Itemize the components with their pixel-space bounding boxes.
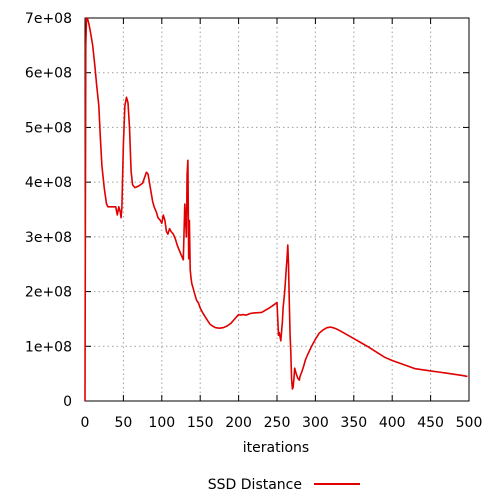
series-line-ssd-distance: [84, 17, 468, 402]
y-tick-label: 6e+08: [25, 66, 72, 82]
x-tick-label: 150: [187, 415, 214, 431]
y-tick-label: 5e+08: [25, 120, 72, 136]
x-axis-label: iterations: [243, 440, 309, 456]
y-tick-label: 2e+08: [25, 285, 72, 301]
x-tick-label: 250: [264, 415, 291, 431]
x-tick-label: 50: [114, 415, 132, 431]
x-tick-label: 200: [225, 415, 252, 431]
x-tick-label: 350: [340, 415, 367, 431]
x-tick-label: 450: [417, 415, 444, 431]
x-tick-label: 300: [302, 415, 329, 431]
y-tick-label: 7e+08: [25, 11, 72, 27]
x-tick-label: 100: [148, 415, 175, 431]
x-tick-labels: 0 50 100 150 200 250 300 350 400 450 500: [81, 415, 483, 431]
x-tick-label: 0: [81, 415, 90, 431]
series-group: [84, 17, 468, 402]
y-tick-labels: 0 1e+08 2e+08 3e+08 4e+08 5e+08 6e+08 7e+08: [25, 11, 72, 410]
axis-ticks: [84, 17, 470, 402]
grid-lines: [85, 18, 469, 401]
x-tick-label: 400: [379, 415, 406, 431]
x-tick-label: 500: [456, 415, 483, 431]
y-tick-label: 0: [63, 394, 72, 410]
y-tick-label: 3e+08: [25, 230, 72, 246]
legend-label: SSD Distance: [208, 477, 302, 493]
y-tick-label: 4e+08: [25, 175, 72, 191]
plot-frame: [84, 17, 470, 402]
y-tick-label: 1e+08: [25, 339, 72, 355]
legend: SSD Distance: [208, 477, 360, 493]
